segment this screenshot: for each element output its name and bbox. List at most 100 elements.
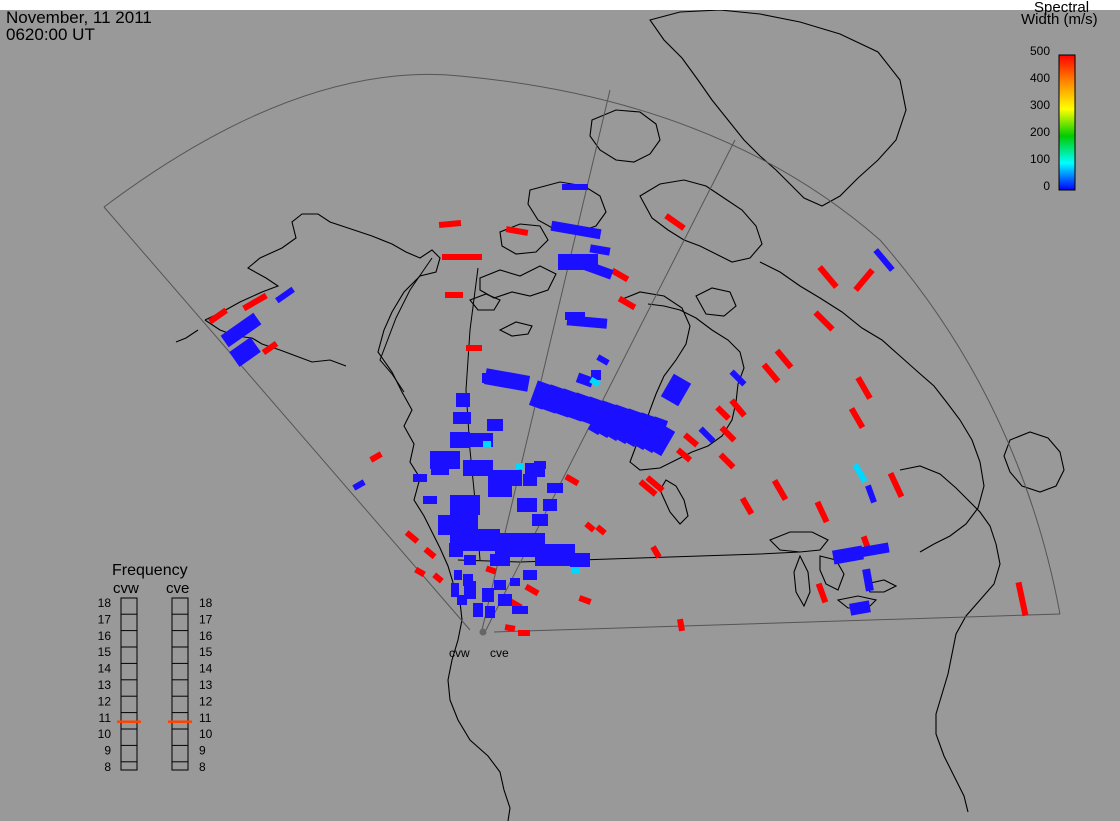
backscatter-cell (512, 606, 528, 614)
backscatter-cell (524, 583, 540, 597)
backscatter-cell (451, 583, 459, 597)
backscatter-cell (664, 213, 686, 231)
frequency-scale-label-right: 9 (199, 744, 206, 758)
backscatter-cell (855, 376, 873, 400)
fov-west-edge (103, 206, 471, 631)
backscatter-cell (572, 567, 580, 573)
colorbar-title-line2: Width (m/s) (1021, 11, 1098, 28)
backscatter-cell (589, 376, 601, 388)
coastline-aleutians (175, 329, 199, 343)
backscatter-cell (483, 441, 491, 447)
backscatter-cell (534, 461, 546, 469)
backscatter-cell (423, 546, 437, 560)
backscatter-cell (516, 463, 524, 469)
lake-winnipeg (659, 479, 689, 525)
backscatter-cell (438, 220, 462, 228)
coastline-hudson-bay (619, 291, 745, 471)
backscatter-cell (715, 405, 731, 421)
backscatter-cell (596, 354, 610, 366)
backscatter-cell (450, 432, 470, 448)
backscatter-cell (454, 570, 462, 580)
top-strip (0, 0, 1120, 10)
backscatter-cell (623, 416, 649, 448)
backscatter-cell (677, 618, 685, 632)
frequency-scale-label-right: 12 (199, 694, 213, 708)
backscatter-cell (638, 479, 658, 497)
backscatter-cell (449, 543, 463, 557)
colorbar-tick-label: 200 (1030, 125, 1050, 139)
backscatter-cell (445, 292, 463, 298)
backscatter-cell (523, 474, 537, 486)
backscatter-cell (482, 588, 494, 602)
map-canvas: cvw cve Frequency cvw cve 18 18 17 17 16 16 15… (98, 10, 1076, 821)
frequency-scale-label-left: 11 (99, 711, 112, 725)
backscatter-cell (589, 244, 611, 256)
backscatter-cell (463, 460, 493, 476)
colorbar-title-line1: Spectral (1034, 0, 1090, 16)
backscatter-cell (473, 603, 483, 617)
frequency-scale-label-right: 11 (199, 711, 212, 725)
backscatter-cell (352, 479, 366, 491)
frequency-scale-label-right: 17 (199, 612, 213, 626)
frequency-title: Frequency (112, 562, 188, 579)
frequency-scale-label-left: 13 (98, 678, 112, 692)
backscatter-cell (432, 572, 444, 584)
backscatter-cell (487, 419, 503, 431)
backscatter-cell (554, 388, 578, 418)
backscatter-cell (423, 496, 437, 504)
coastline-baffin-island (639, 179, 763, 263)
backscatter-cell (572, 256, 614, 280)
backscatter-cell (719, 425, 737, 443)
colorbar-tick-label: 500 (1030, 44, 1050, 58)
frequency-scale-label-left: 17 (98, 612, 112, 626)
backscatter-cell (430, 451, 460, 469)
radar-field-of-view (103, 73, 1061, 633)
frequency-scale-label-left: 12 (98, 694, 112, 708)
coastline-newfoundland (1003, 431, 1065, 493)
backscatter-cell (632, 419, 658, 451)
backscatter-cell (729, 369, 747, 387)
backscatter-cell (369, 451, 383, 463)
lake-michigan (793, 554, 811, 608)
fov-east-edge (493, 613, 1061, 633)
lake-erie (836, 595, 878, 609)
coastline-gulf-st-lawrence (899, 465, 997, 545)
backscatter-cell (865, 484, 877, 504)
backscatter-cell (650, 545, 662, 559)
backscatter-cell (832, 545, 864, 565)
backscatter-cell (587, 404, 613, 436)
coastline-southampton (695, 287, 737, 317)
backscatter-cell (873, 248, 895, 272)
coastline-ellesmere (589, 109, 661, 163)
frequency-scale-label-right: 8 (199, 760, 206, 774)
backscatter-cell (814, 500, 830, 524)
frequency-scale-label-right: 14 (199, 662, 213, 676)
backscatter-cell (463, 574, 473, 586)
frequency-scale-label-right: 10 (199, 727, 213, 741)
backscatter-cell (570, 553, 590, 567)
colorbar-tick-label: 0 (1043, 179, 1050, 193)
backscatter-cell (580, 396, 604, 426)
backscatter-cells (208, 184, 1029, 636)
plot-date: November, 11 2011 (6, 8, 152, 27)
colorbar-ticks: 500 400 300 200 100 0 (1030, 44, 1050, 193)
backscatter-cell (229, 337, 261, 367)
coastline-greenland (649, 10, 907, 207)
backscatter-cell (414, 566, 426, 578)
coastline-banks-island (499, 223, 549, 255)
backscatter-cell (208, 307, 228, 325)
backscatter-cell (488, 483, 512, 497)
backscatter-cell (645, 475, 665, 493)
frequency-scale-label-right: 18 (199, 596, 213, 610)
backscatter-cell (535, 544, 575, 566)
backscatter-cell (578, 595, 592, 605)
backscatter-cell (490, 554, 510, 566)
backscatter-cell (848, 406, 866, 430)
backscatter-cell (813, 310, 835, 332)
backscatter-cell (518, 630, 530, 636)
frequency-scale-label-left: 9 (104, 744, 111, 758)
backscatter-cell (610, 267, 630, 283)
backscatter-cell (528, 380, 552, 410)
backscatter-cell (543, 499, 557, 511)
